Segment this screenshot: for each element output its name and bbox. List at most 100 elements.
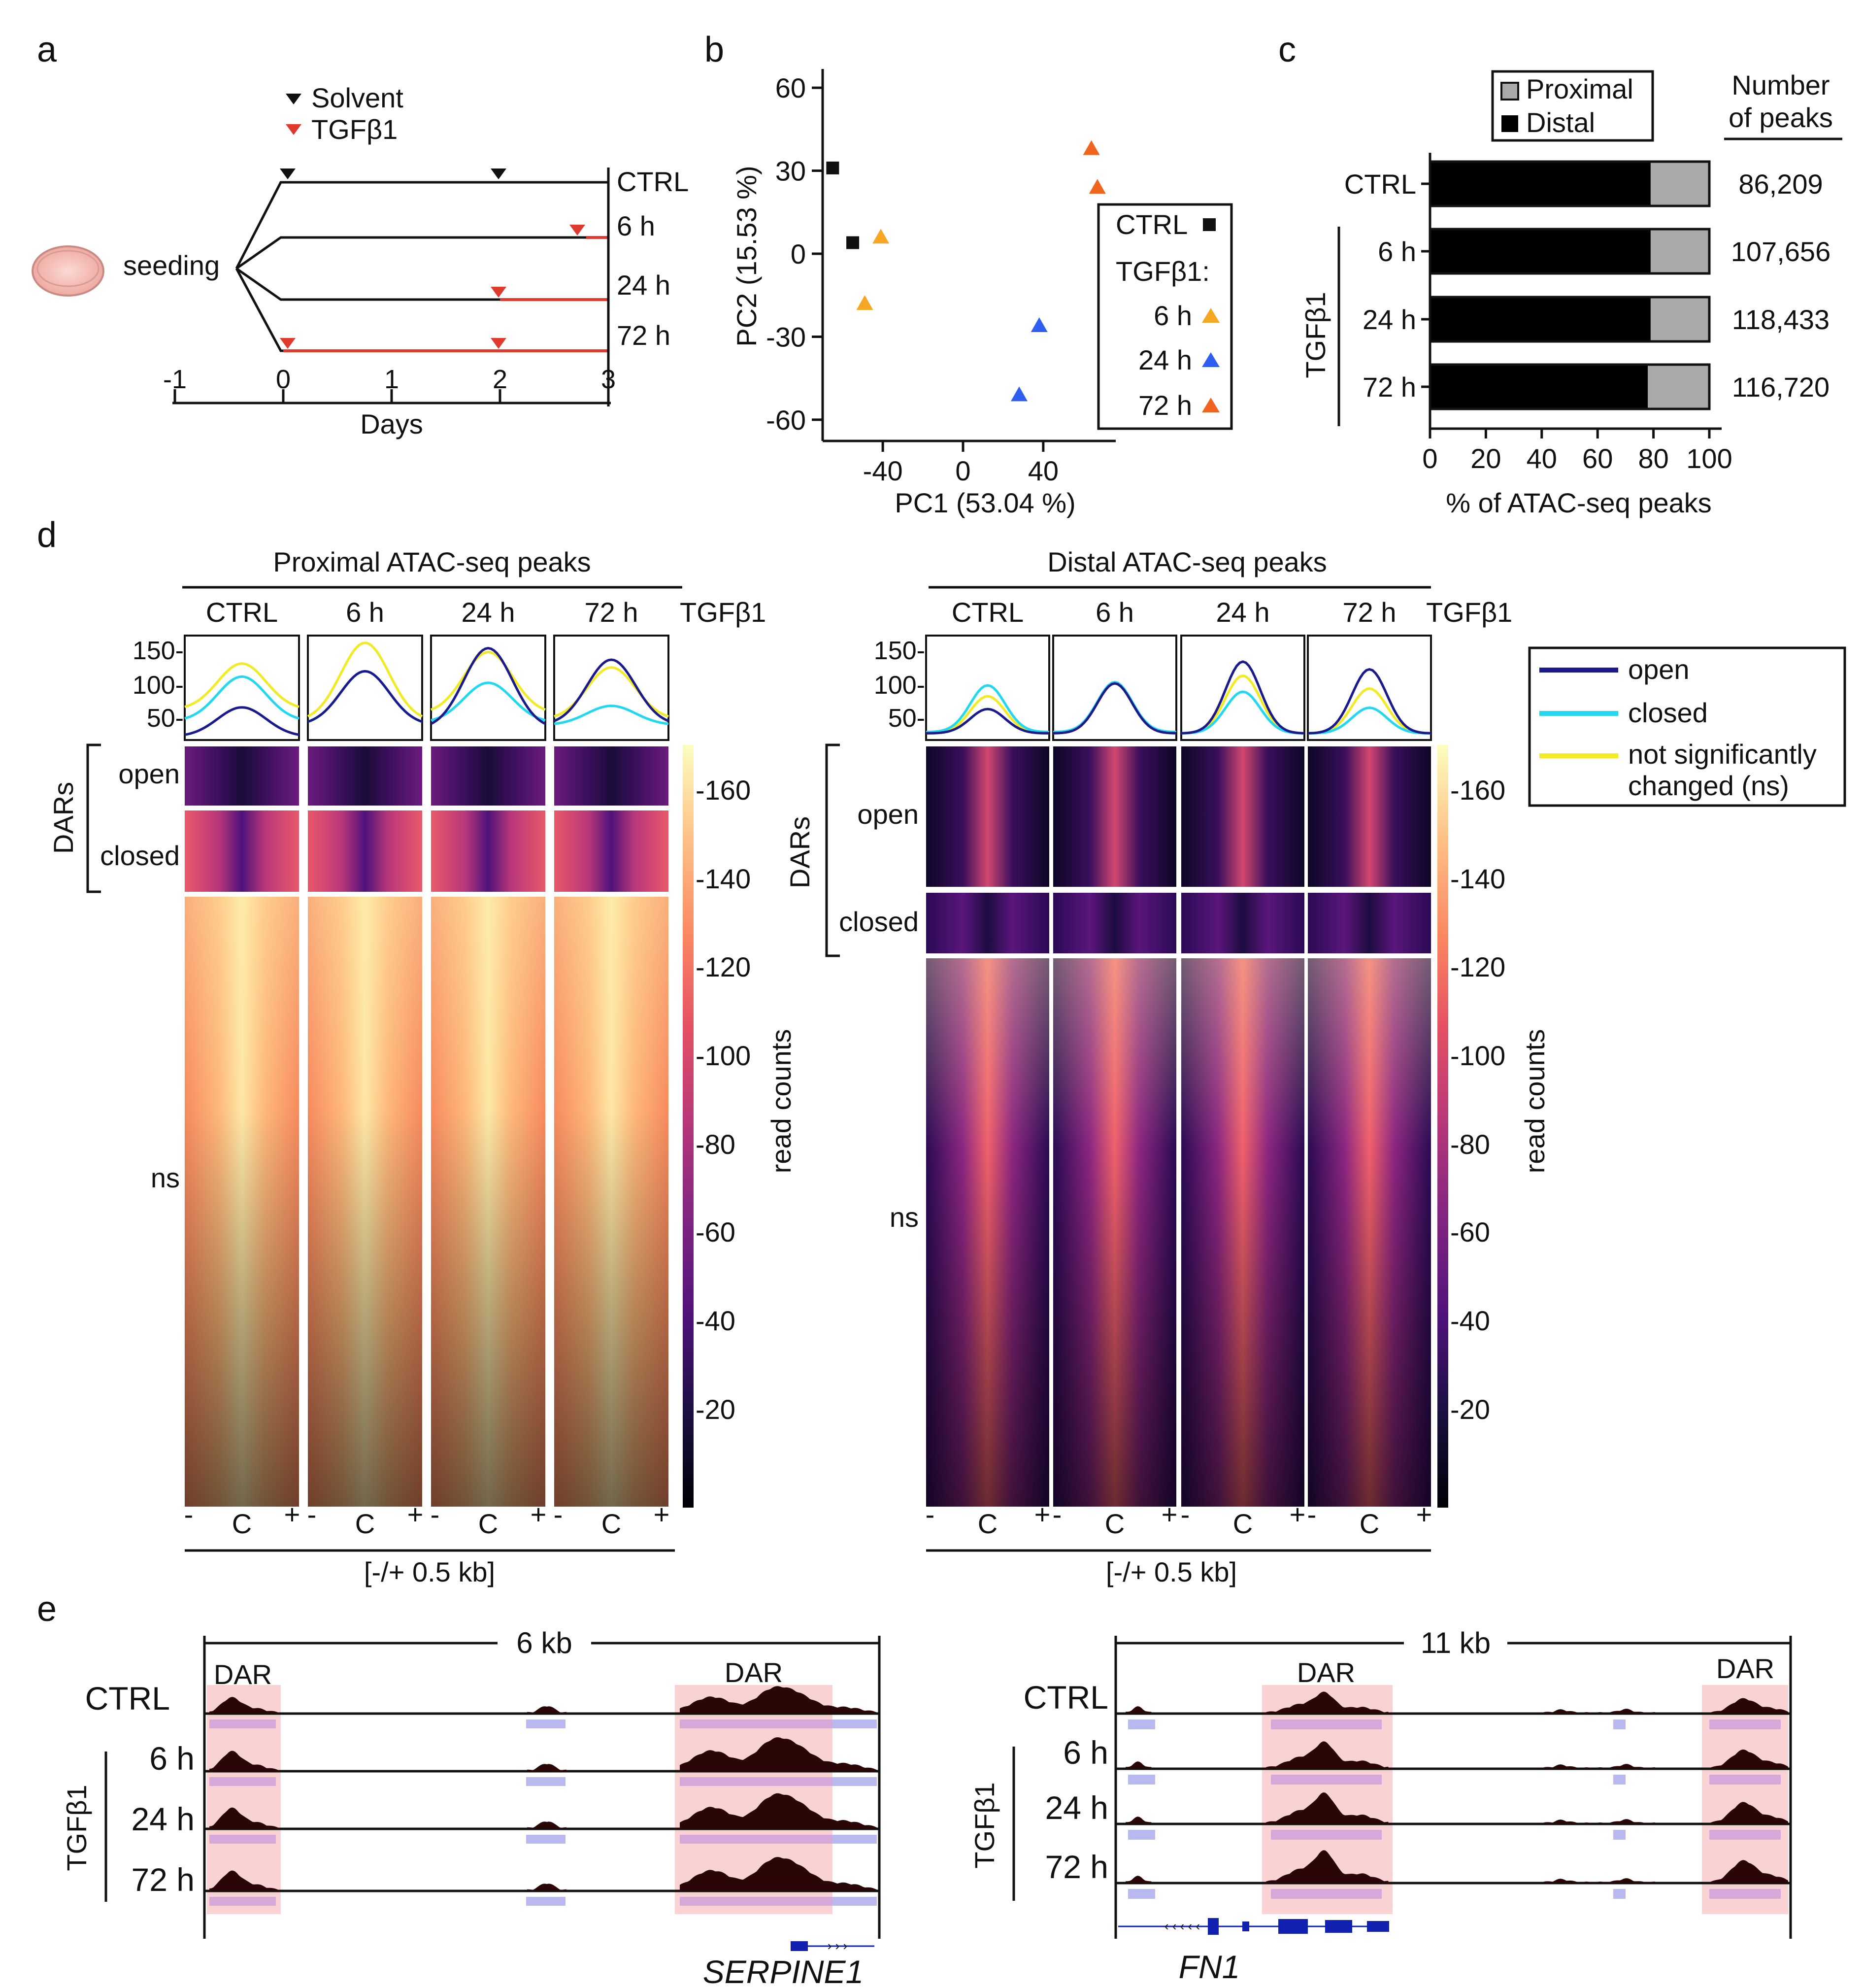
profile-box: [1052, 635, 1177, 741]
peak-bar: [680, 1835, 832, 1844]
heatmap-block-open: [185, 746, 299, 806]
tgf-marker-72h-day2: [491, 338, 506, 349]
panel-label-b: b: [704, 30, 724, 69]
pca-x-tick-label: -40: [863, 455, 903, 486]
heatmap-x-tick-minus: -: [1307, 1499, 1317, 1530]
heatmap-x-tick-center: C: [1105, 1508, 1125, 1539]
colorbar-tick-label: -100: [696, 1040, 751, 1071]
colorbar-tick-label: -40: [696, 1305, 735, 1336]
pca-y-tick-label: 30: [775, 156, 806, 187]
number-of-peaks-header: Number: [1731, 69, 1830, 101]
bar-category-label: 24 h: [1363, 304, 1416, 335]
signal-peak: [209, 1697, 281, 1714]
bar-x-tick-label: 100: [1686, 443, 1732, 474]
legend-solvent-marker: [286, 94, 301, 104]
tgf-group-label-left: TGFβ1: [61, 1785, 92, 1871]
serpine1-gene-arrows: › › ›: [828, 1938, 847, 1953]
legend-open-label: open: [1628, 654, 1690, 685]
track-label-left: 6 h: [149, 1740, 195, 1777]
branch-lines: [235, 181, 608, 352]
signal-peak: [1266, 1792, 1389, 1824]
days-axis-ticks: [173, 389, 610, 403]
heatmap-x-tick-plus: +: [284, 1499, 300, 1530]
pca-legend-6h: 6 h: [1154, 300, 1192, 331]
bar-x-tick-label: 80: [1638, 443, 1668, 474]
signal-peak: [1537, 1764, 1655, 1769]
bar-segment: [1430, 229, 1651, 273]
heatmap-ns-highlight: [1053, 958, 1176, 1150]
scale-label-left: 6 kb: [516, 1626, 572, 1659]
pca-legend-72h-marker: [1202, 398, 1220, 412]
colorbar-tick-label: -100: [1450, 1040, 1505, 1071]
heatmap-ns-highlight: [554, 897, 668, 1111]
bar-segment: [1650, 162, 1709, 206]
profile-line-closed: [554, 705, 669, 725]
closed-label-distal: closed: [839, 906, 919, 937]
heatmap-x-tick-minus: -: [307, 1499, 317, 1530]
row-label-72h: 72 h: [617, 320, 670, 351]
legend-ns-label: not significantly: [1628, 739, 1817, 770]
colorbar-proximal: [683, 745, 694, 1508]
peaks-legend-proximal: Proximal: [1526, 73, 1633, 104]
profile-box: [184, 635, 300, 741]
ns-label-distal: ns: [890, 1202, 919, 1233]
heatmap-block-closed: [308, 810, 422, 892]
pca-x-label: PC1 (53.04 %): [895, 487, 1075, 518]
profile-line-open: [184, 706, 299, 736]
panel-d-heatmaps: Proximal ATAC-seq peaks Distal ATAC-seq …: [48, 546, 1846, 1587]
peak-bar: [680, 1719, 832, 1728]
signal-peak: [1126, 1817, 1153, 1824]
heatmap-x-tick-minus: -: [926, 1499, 935, 1530]
heatmap-ns-shade: [1308, 1150, 1431, 1507]
fn1-exon: [1208, 1918, 1219, 1935]
scale-label-right: 11 kb: [1421, 1626, 1491, 1659]
heatmap-ns-shade: [185, 1110, 299, 1507]
track-label-right: CTRL: [1024, 1679, 1108, 1716]
heatmap-x-tick-plus: +: [531, 1499, 547, 1530]
profile-line-ns: [431, 650, 546, 711]
fn1-exon: [1325, 1920, 1352, 1933]
signal-peak: [1126, 1706, 1153, 1714]
number-of-peaks-value: 116,720: [1732, 371, 1830, 403]
dar-label: DAR: [1716, 1653, 1774, 1684]
profile-line-open: [430, 647, 546, 725]
peak-bar: [1128, 1889, 1155, 1899]
signal-peak: [680, 1737, 877, 1771]
heatmap-column-header: 24 h: [1216, 597, 1270, 628]
row-label-ctrl: CTRL: [617, 166, 689, 197]
pca-y-tick-label: 60: [775, 72, 806, 103]
dars-label-distal: DARs: [784, 816, 815, 888]
bar-x-tick-label: 0: [1422, 443, 1437, 474]
track-label-right: 24 h: [1045, 1789, 1108, 1826]
peak-bar: [832, 1897, 877, 1906]
panel-label-e: e: [37, 1589, 57, 1629]
heatmap-x-tick-minus: -: [1181, 1499, 1190, 1530]
fn1-gene-label: FN1: [1179, 1949, 1240, 1985]
fn1-exon: [1367, 1921, 1389, 1932]
signal-peak: [1126, 1761, 1153, 1769]
heatmap-block-closed: [1308, 893, 1431, 953]
signal-peak: [527, 1884, 566, 1891]
heatmap-x-tick-minus: -: [554, 1499, 563, 1530]
signal-peak: [209, 1807, 281, 1829]
heatmap-x-tick-plus: +: [1162, 1499, 1178, 1530]
number-of-peaks-value: 86,209: [1738, 168, 1823, 200]
row-label-24h: 24 h: [617, 270, 670, 301]
profile-line-open: [553, 658, 669, 722]
dar-label: DAR: [214, 1659, 272, 1690]
signal-peak: [527, 1821, 566, 1829]
colorbar-tick-label: -20: [1450, 1394, 1490, 1425]
signal-peak: [1709, 1698, 1788, 1714]
heatmap-x-tick-plus: +: [1034, 1499, 1051, 1530]
heatmap-column-header: CTRL: [206, 597, 278, 628]
serpine1-gene-label: SERPINE1: [703, 1954, 864, 1988]
peak-bar: [680, 1897, 832, 1906]
track-label-right: 6 h: [1063, 1734, 1108, 1771]
pca-legend-ctrl-marker: [1203, 218, 1216, 231]
signal-peak: [209, 1870, 281, 1891]
profile-line-ns: [307, 641, 423, 718]
peak-bar: [1128, 1719, 1155, 1729]
peak-bar: [832, 1777, 877, 1786]
pca-x-tick-label: 40: [1028, 455, 1059, 486]
profile-line-open: [926, 708, 1050, 735]
